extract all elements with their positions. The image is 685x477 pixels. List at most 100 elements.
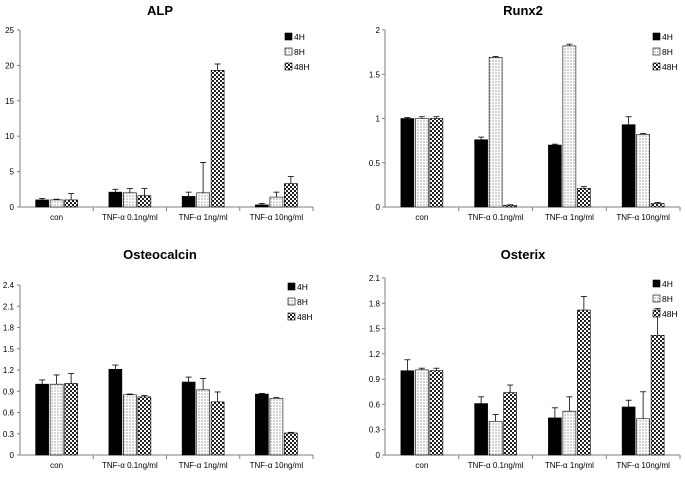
bar-8h: [415, 369, 429, 456]
legend-label-48h: 48H: [294, 62, 310, 72]
chart-legend: 4H 8H 48H: [652, 32, 678, 72]
bar-8h: [488, 420, 503, 456]
bar-8h: [49, 383, 64, 456]
bar-4h: [35, 383, 49, 456]
bar-8h: [562, 410, 577, 456]
legend-swatch-48h: [652, 62, 661, 71]
y-tick-label: 2.4: [3, 281, 15, 290]
y-tick-label: 0.6: [369, 400, 381, 409]
y-tick-label: 0: [376, 451, 381, 460]
chart-legend: 4H 8H 48H: [284, 32, 310, 72]
bar-4h: [474, 139, 488, 208]
legend-label-8h: 8H: [294, 47, 305, 57]
bar-4h: [548, 417, 562, 456]
chart-legend: 4H 8H 48H: [287, 282, 313, 322]
legend-label-48h: 48H: [662, 309, 678, 319]
y-tick-label: 0.3: [3, 430, 15, 439]
x-tick-label: TNF-α 0.1ng/ml: [102, 461, 158, 470]
bar-4h: [108, 368, 123, 456]
legend-label-48h: 48H: [662, 62, 678, 72]
x-tick-label: con: [415, 461, 428, 470]
legend-swatch-8h: [652, 47, 661, 56]
bar-8h: [636, 134, 650, 208]
x-tick-label: TNF-α 0.1ng/ml: [102, 213, 158, 222]
bar-48h: [210, 401, 225, 456]
x-tick-label: TNF-α 10ng/ml: [616, 213, 670, 222]
legend-swatch-4h: [652, 32, 661, 41]
legend-swatch-8h: [284, 47, 293, 56]
bar-4h: [621, 124, 636, 208]
legend-label-8h: 8H: [662, 294, 673, 304]
legend-swatch-8h: [287, 297, 296, 306]
bar-48h: [650, 335, 665, 456]
bar-4h: [400, 118, 415, 208]
x-tick-label: TNF-α 0.1ng/ml: [468, 461, 524, 470]
bar-48h: [577, 309, 591, 456]
x-tick-label: TNF-α 1ng/ml: [545, 461, 594, 470]
y-tick-label: 10: [5, 132, 14, 141]
bar-4h: [181, 381, 196, 456]
y-tick-label: 1.8: [3, 324, 15, 333]
bar-48h: [429, 118, 444, 208]
bar-8h: [415, 118, 429, 208]
bar-48h: [650, 203, 665, 208]
y-tick-label: 0.9: [3, 387, 15, 396]
y-tick-label: 0.3: [369, 426, 381, 435]
bar-8h: [49, 199, 64, 208]
bar-4h: [255, 393, 269, 456]
legend-label-4h: 4H: [662, 32, 673, 42]
x-tick-label: con: [50, 461, 63, 470]
bar-4h: [35, 199, 49, 208]
bar-4h: [548, 144, 562, 208]
x-tick-label: TNF-α 1ng/ml: [179, 213, 228, 222]
bar-48h: [503, 392, 517, 456]
bar-48h: [137, 396, 152, 456]
legend-label-48h: 48H: [297, 312, 313, 322]
legend-label-4h: 4H: [294, 32, 305, 42]
y-tick-label: 2.1: [3, 302, 15, 311]
y-tick-label: 0.9: [369, 375, 381, 384]
bar-4h: [255, 204, 269, 208]
bar-48h: [284, 183, 298, 208]
chart-title: ALP: [147, 3, 173, 18]
chart-legend: 4H 8H 48H: [652, 279, 678, 319]
bar-4h: [108, 191, 123, 208]
legend-swatch-48h: [652, 309, 661, 318]
x-tick-label: TNF-α 1ng/ml: [545, 213, 594, 222]
legend-swatch-4h: [287, 282, 296, 291]
y-tick-label: 0.6: [3, 409, 15, 418]
y-tick-label: 1: [376, 115, 381, 124]
bar-48h: [64, 383, 78, 456]
bar-4h: [474, 403, 488, 456]
legend-swatch-8h: [652, 294, 661, 303]
y-tick-label: 2.1: [369, 274, 381, 283]
y-tick-label: 0: [376, 203, 381, 212]
x-tick-label: TNF-α 1ng/ml: [179, 461, 228, 470]
bar-48h: [577, 188, 591, 208]
bar-8h: [196, 389, 210, 456]
legend-swatch-48h: [287, 312, 296, 321]
y-tick-label: 1.2: [369, 350, 381, 359]
x-tick-label: TNF-α 0.1ng/ml: [468, 213, 524, 222]
legend-swatch-48h: [284, 62, 293, 71]
y-tick-label: 15: [5, 97, 14, 106]
bar-8h: [562, 45, 577, 208]
x-tick-label: TNF-α 10ng/ml: [250, 213, 304, 222]
bar-4h: [621, 406, 636, 456]
y-tick-label: 25: [5, 26, 14, 35]
legend-label-4h: 4H: [297, 282, 308, 292]
chart-panel-osteocalcin: Osteocalcin 0 0.3 0.6 0.9 1.2 1.5 1.8 2.1 2.4 con T…: [3, 247, 314, 470]
y-tick-label: 0.5: [369, 159, 381, 168]
bar-8h: [269, 398, 284, 456]
legend-label-8h: 8H: [297, 297, 308, 307]
legend-label-8h: 8H: [662, 47, 673, 57]
bar-8h: [269, 196, 284, 208]
legend-label-4h: 4H: [662, 279, 673, 289]
legend-swatch-4h: [652, 279, 661, 288]
bar-4h: [181, 196, 196, 208]
chart-title: Osterix: [501, 247, 547, 262]
x-tick-label: TNF-α 10ng/ml: [616, 461, 670, 470]
legend-swatch-4h: [284, 32, 293, 41]
